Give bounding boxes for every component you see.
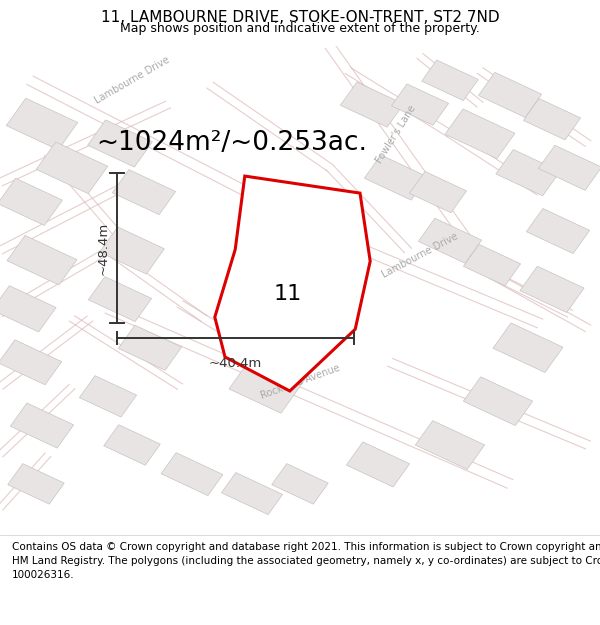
Polygon shape: [417, 54, 483, 107]
Polygon shape: [345, 68, 453, 137]
Polygon shape: [445, 109, 515, 159]
Text: Lambourne Drive: Lambourne Drive: [380, 231, 460, 279]
Polygon shape: [8, 464, 64, 504]
Polygon shape: [0, 179, 134, 254]
Polygon shape: [520, 266, 584, 312]
Polygon shape: [0, 453, 51, 510]
Polygon shape: [409, 171, 467, 212]
Polygon shape: [161, 452, 223, 496]
Polygon shape: [447, 131, 543, 195]
Polygon shape: [526, 209, 590, 254]
Polygon shape: [88, 120, 152, 167]
Text: Fowler's Lane: Fowler's Lane: [374, 103, 418, 164]
Polygon shape: [112, 169, 176, 214]
Polygon shape: [364, 155, 428, 200]
Polygon shape: [177, 301, 255, 351]
Polygon shape: [221, 472, 283, 514]
Polygon shape: [463, 244, 521, 286]
Polygon shape: [44, 151, 136, 252]
Polygon shape: [523, 99, 581, 140]
Polygon shape: [489, 272, 591, 331]
Polygon shape: [36, 142, 108, 194]
Polygon shape: [325, 44, 497, 277]
Polygon shape: [339, 236, 543, 328]
Polygon shape: [422, 60, 478, 101]
Polygon shape: [100, 227, 164, 274]
Polygon shape: [493, 323, 563, 372]
Polygon shape: [391, 84, 449, 125]
Text: Contains OS data © Crown copyright and database right 2021. This information is : Contains OS data © Crown copyright and d…: [12, 542, 600, 580]
Polygon shape: [340, 82, 404, 127]
Polygon shape: [272, 464, 328, 504]
Polygon shape: [7, 236, 77, 285]
Text: ~1024m²/~0.253ac.: ~1024m²/~0.253ac.: [96, 131, 367, 156]
Polygon shape: [463, 377, 533, 426]
Polygon shape: [105, 304, 513, 488]
Text: ~48.4m: ~48.4m: [97, 221, 110, 274]
Polygon shape: [27, 76, 345, 245]
Polygon shape: [6, 98, 78, 150]
Polygon shape: [215, 176, 370, 391]
Text: ~40.4m: ~40.4m: [209, 357, 262, 371]
Polygon shape: [70, 316, 182, 389]
Polygon shape: [79, 376, 137, 417]
Polygon shape: [326, 166, 412, 252]
Polygon shape: [104, 425, 160, 465]
Polygon shape: [0, 286, 56, 332]
Polygon shape: [0, 178, 62, 226]
Polygon shape: [0, 340, 62, 385]
Polygon shape: [0, 384, 75, 457]
Text: 11: 11: [274, 284, 302, 304]
Polygon shape: [496, 149, 560, 196]
Polygon shape: [415, 421, 485, 469]
Polygon shape: [538, 145, 600, 191]
Polygon shape: [388, 358, 590, 449]
Polygon shape: [418, 218, 482, 263]
Text: Lambourne Drive: Lambourne Drive: [93, 55, 171, 106]
Text: Map shows position and indicative extent of the property.: Map shows position and indicative extent…: [120, 22, 480, 34]
Text: Rockfield Avenue: Rockfield Avenue: [259, 362, 341, 401]
Polygon shape: [88, 277, 152, 322]
Text: 11, LAMBOURNE DRIVE, STOKE-ON-TRENT, ST2 7ND: 11, LAMBOURNE DRIVE, STOKE-ON-TRENT, ST2…: [101, 10, 499, 25]
Polygon shape: [207, 82, 333, 171]
Polygon shape: [0, 248, 110, 316]
Polygon shape: [229, 355, 305, 413]
Polygon shape: [478, 72, 542, 118]
Polygon shape: [0, 101, 170, 186]
Polygon shape: [346, 442, 410, 487]
Polygon shape: [477, 68, 591, 146]
Polygon shape: [0, 316, 93, 389]
Polygon shape: [118, 325, 182, 370]
Polygon shape: [10, 403, 74, 448]
Polygon shape: [490, 271, 572, 317]
Polygon shape: [105, 248, 207, 321]
